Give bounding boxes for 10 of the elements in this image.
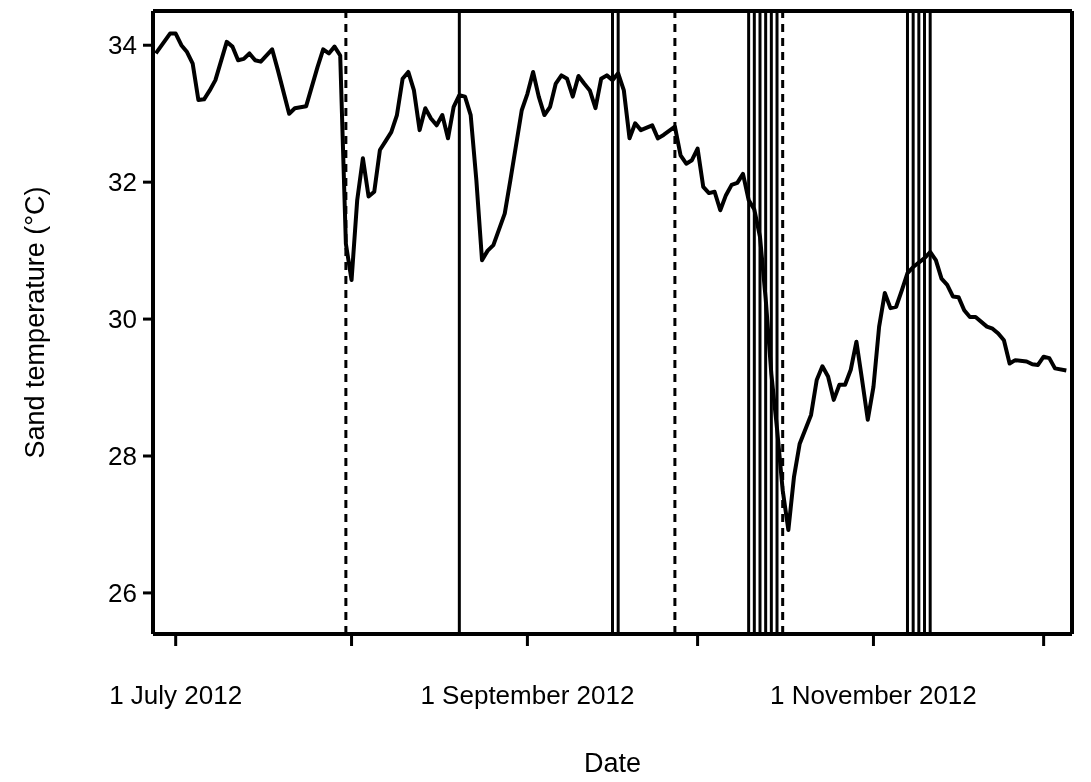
y-tick-label: 32 — [108, 167, 137, 198]
y-tick-label: 30 — [108, 304, 137, 335]
x-axis-title: Date — [583, 748, 642, 778]
x-tick-label: 1 November 2012 — [770, 680, 977, 711]
x-tick-label: 1 September 2012 — [420, 680, 635, 711]
x-tick-label: 1 July 2012 — [109, 680, 243, 711]
y-tick-label: 34 — [108, 30, 137, 61]
y-tick-label: 26 — [108, 578, 137, 609]
y-tick-label: 28 — [108, 441, 137, 472]
y-axis-title: Sand temperature (°C) — [19, 186, 50, 459]
